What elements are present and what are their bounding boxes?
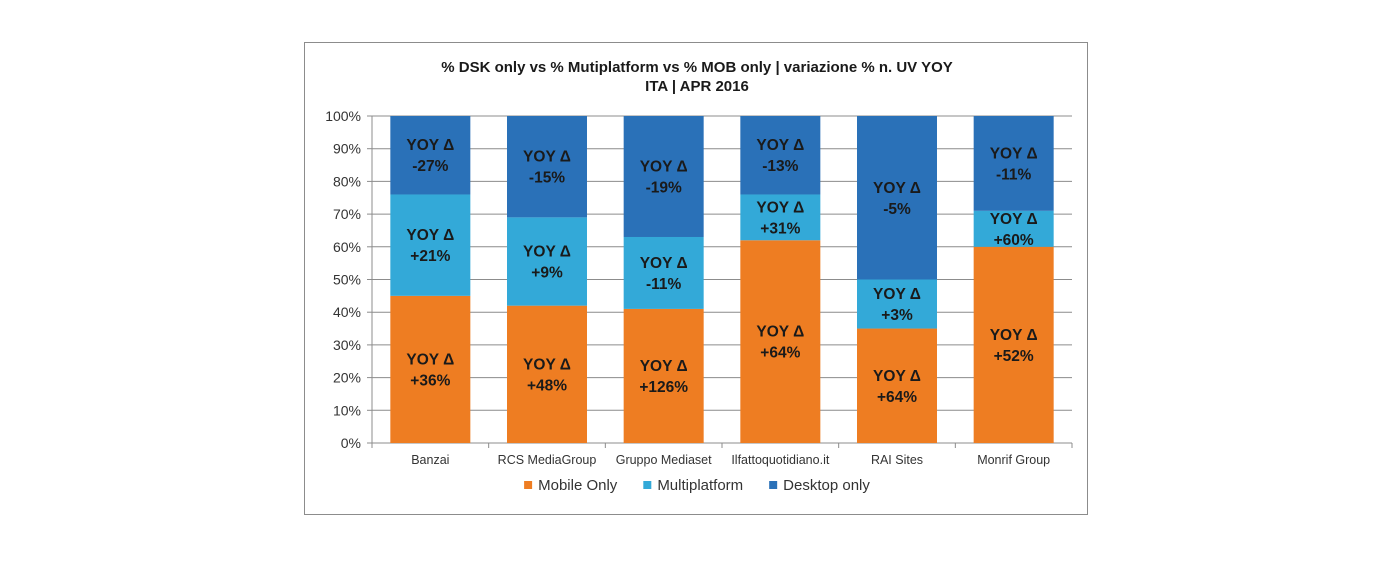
legend-swatch bbox=[769, 481, 778, 489]
data-label: YOY Δ bbox=[406, 227, 454, 244]
data-label: YOY Δ bbox=[873, 286, 921, 303]
bar-segment bbox=[857, 279, 937, 329]
data-label: -5% bbox=[883, 201, 911, 218]
bar-segment bbox=[973, 210, 1054, 247]
data-label: -11% bbox=[996, 166, 1032, 183]
x-category-label: Ilfattoquotidiano.it bbox=[731, 453, 830, 467]
data-label: YOY Δ bbox=[640, 158, 688, 175]
y-tick-label: 40% bbox=[333, 304, 361, 320]
bar-segment bbox=[507, 116, 587, 218]
legend-swatch bbox=[524, 481, 533, 489]
data-label: YOY Δ bbox=[406, 137, 454, 154]
legend-label: Multiplatform bbox=[657, 477, 743, 494]
legend-label: Mobile Only bbox=[538, 477, 618, 494]
chart-title-line: % DSK only vs % Mutiplatform vs % MOB on… bbox=[441, 59, 953, 76]
x-category-label: Gruppo Mediaset bbox=[616, 453, 712, 467]
data-label: +9% bbox=[531, 265, 563, 282]
bar-segment bbox=[623, 116, 704, 237]
data-label: +64% bbox=[877, 389, 917, 406]
y-tick-label: 20% bbox=[333, 370, 361, 386]
x-category-label: Monrif Group bbox=[977, 453, 1050, 467]
y-tick-label: 10% bbox=[333, 402, 361, 418]
data-label: +21% bbox=[410, 248, 450, 265]
data-label: YOY Δ bbox=[640, 255, 688, 272]
data-label: -15% bbox=[529, 170, 565, 187]
data-label: +31% bbox=[760, 220, 800, 237]
y-tick-label: 70% bbox=[333, 206, 361, 222]
data-label: YOY Δ bbox=[640, 358, 688, 375]
data-label: +3% bbox=[881, 307, 913, 324]
bar-segment bbox=[390, 116, 471, 195]
data-label: +126% bbox=[639, 379, 688, 396]
bar-segment bbox=[740, 240, 821, 443]
data-label: YOY Δ bbox=[523, 149, 571, 166]
bar-segment bbox=[857, 328, 937, 443]
y-tick-label: 80% bbox=[333, 173, 361, 189]
y-tick-label: 0% bbox=[341, 435, 361, 451]
data-label: YOY Δ bbox=[990, 327, 1038, 344]
bar-segment bbox=[740, 116, 821, 195]
data-label: YOY Δ bbox=[873, 368, 921, 385]
data-label: YOY Δ bbox=[873, 180, 921, 197]
y-tick-label: 100% bbox=[325, 108, 361, 124]
bar-segment bbox=[623, 308, 704, 443]
chart-title-line: ITA | APR 2016 bbox=[645, 78, 749, 95]
y-tick-label: 90% bbox=[333, 141, 361, 157]
data-label: +52% bbox=[994, 348, 1034, 365]
data-label: YOY Δ bbox=[990, 145, 1038, 162]
data-label: YOY Δ bbox=[990, 211, 1038, 228]
bar-segment bbox=[857, 116, 937, 280]
bar-segment bbox=[973, 246, 1054, 443]
data-label: -19% bbox=[646, 179, 682, 196]
y-tick-label: 50% bbox=[333, 272, 361, 288]
data-label: YOY Δ bbox=[406, 351, 454, 368]
data-label: YOY Δ bbox=[756, 137, 804, 154]
data-label: -27% bbox=[412, 158, 448, 175]
x-category-label: RAI Sites bbox=[871, 453, 923, 467]
x-category-label: RCS MediaGroup bbox=[498, 453, 597, 467]
bar-segment bbox=[507, 305, 587, 443]
y-tick-label: 30% bbox=[333, 337, 361, 353]
y-tick-label: 60% bbox=[333, 239, 361, 255]
data-label: +36% bbox=[410, 372, 450, 389]
bar-segment bbox=[740, 194, 821, 241]
data-label: YOY Δ bbox=[523, 356, 571, 373]
data-label: YOY Δ bbox=[523, 244, 571, 261]
bar-segment bbox=[390, 194, 471, 296]
data-label: YOY Δ bbox=[756, 324, 804, 341]
stacked-bar-chart: % DSK only vs % Mutiplatform vs % MOB on… bbox=[325, 59, 1073, 494]
bar-segment bbox=[623, 236, 704, 309]
x-category-label: Banzai bbox=[411, 453, 449, 467]
data-label: +48% bbox=[527, 377, 567, 394]
chart-frame: % DSK only vs % Mutiplatform vs % MOB on… bbox=[304, 42, 1088, 515]
legend-label: Desktop only bbox=[783, 477, 870, 494]
data-label: -13% bbox=[762, 158, 798, 175]
data-label: -11% bbox=[646, 276, 682, 293]
bar-segment bbox=[390, 295, 471, 443]
bar-segment bbox=[973, 116, 1054, 211]
data-label: +60% bbox=[994, 232, 1034, 249]
data-label: +64% bbox=[760, 345, 800, 362]
data-label: YOY Δ bbox=[756, 199, 804, 216]
bar-segment bbox=[507, 217, 587, 306]
legend-swatch bbox=[643, 481, 652, 489]
